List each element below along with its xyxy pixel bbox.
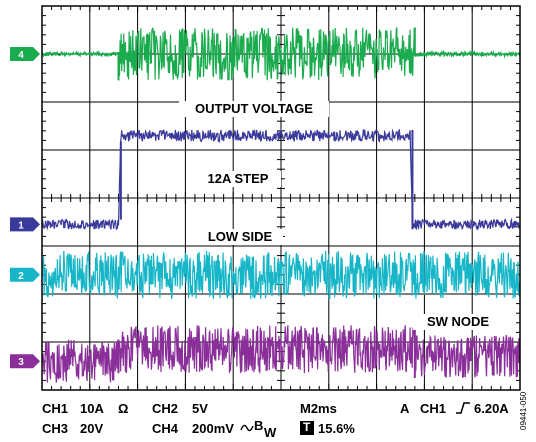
trace-ch3	[42, 325, 520, 383]
annotation-0-text: OUTPUT VOLTAGE	[195, 101, 313, 116]
trace-ch4	[42, 26, 520, 81]
annotation-0: OUTPUT VOLTAGE	[179, 101, 329, 117]
ch1-scale: 10A	[80, 401, 104, 416]
trigger-position: 15.6%	[318, 421, 355, 436]
ac-coupling-icon	[240, 421, 254, 438]
annotation-2-bg	[197, 229, 283, 245]
annotation-2: LOW SIDE	[197, 229, 283, 245]
trace-ch1	[42, 128, 520, 231]
bandwidth-limit: B	[254, 418, 264, 433]
channel-marker-4-arrow	[10, 47, 40, 61]
ch3-scale: 20V	[80, 421, 104, 436]
figure-id: 09441-050	[519, 391, 528, 430]
channel-markers: 4 1 2 3	[10, 47, 40, 369]
channel-marker-2: 2	[10, 267, 40, 282]
ch4-scale: 200mV	[192, 421, 234, 436]
channel-marker-4: 4	[10, 47, 40, 61]
trace-ch2-line	[42, 250, 520, 300]
trigger-a: A	[400, 401, 410, 416]
channel-marker-2-arrow	[10, 267, 40, 282]
annotations: OUTPUT VOLTAGE 12A STEP LOW SIDE SW NODE	[179, 101, 503, 330]
channel-marker-1-label: 1	[18, 220, 24, 231]
channel-marker-3-arrow	[10, 354, 40, 369]
annotation-1-bg	[195, 171, 281, 187]
traces	[42, 26, 520, 383]
plot-border	[41, 5, 521, 391]
channel-marker-4-label: 4	[18, 50, 24, 61]
rising-edge-icon	[455, 401, 471, 418]
channel-marker-2-label: 2	[18, 271, 24, 282]
trigger-channel: CH1	[420, 401, 447, 416]
trace-ch1-line	[42, 128, 520, 231]
trace-ch2	[42, 250, 520, 300]
trace-ch3-line	[42, 325, 520, 383]
channel-marker-1: 1	[10, 217, 40, 232]
trace-ch4-line	[42, 26, 520, 81]
annotation-3-text: SW NODE	[427, 314, 489, 329]
bandwidth-limit-sub: W	[264, 425, 277, 440]
channel-marker-3-label: 3	[18, 357, 24, 368]
ch1-impedance: Ω	[118, 401, 129, 416]
trigger-position-icon: T	[300, 420, 314, 435]
annotation-3: SW NODE	[413, 314, 503, 330]
trigger-level: 6.20A	[474, 401, 509, 416]
ch3-label: CH3	[42, 421, 69, 436]
timebase: M2ms	[300, 401, 337, 416]
ch4-label: CH4	[152, 421, 179, 436]
annotation-3-bg	[413, 314, 503, 330]
annotation-2-text: LOW SIDE	[208, 229, 273, 244]
annotation-0-bg	[179, 101, 329, 117]
annotation-1-text: 12A STEP	[208, 171, 269, 186]
ch2-label: CH2	[152, 401, 179, 416]
ch2-scale: 5V	[192, 401, 208, 416]
channel-marker-3: 3	[10, 354, 40, 369]
trigger-position-icon-label: T	[303, 420, 311, 434]
ch1-label: CH1	[42, 401, 69, 416]
channel-marker-1-arrow	[10, 217, 40, 232]
annotation-1: 12A STEP	[195, 171, 281, 187]
